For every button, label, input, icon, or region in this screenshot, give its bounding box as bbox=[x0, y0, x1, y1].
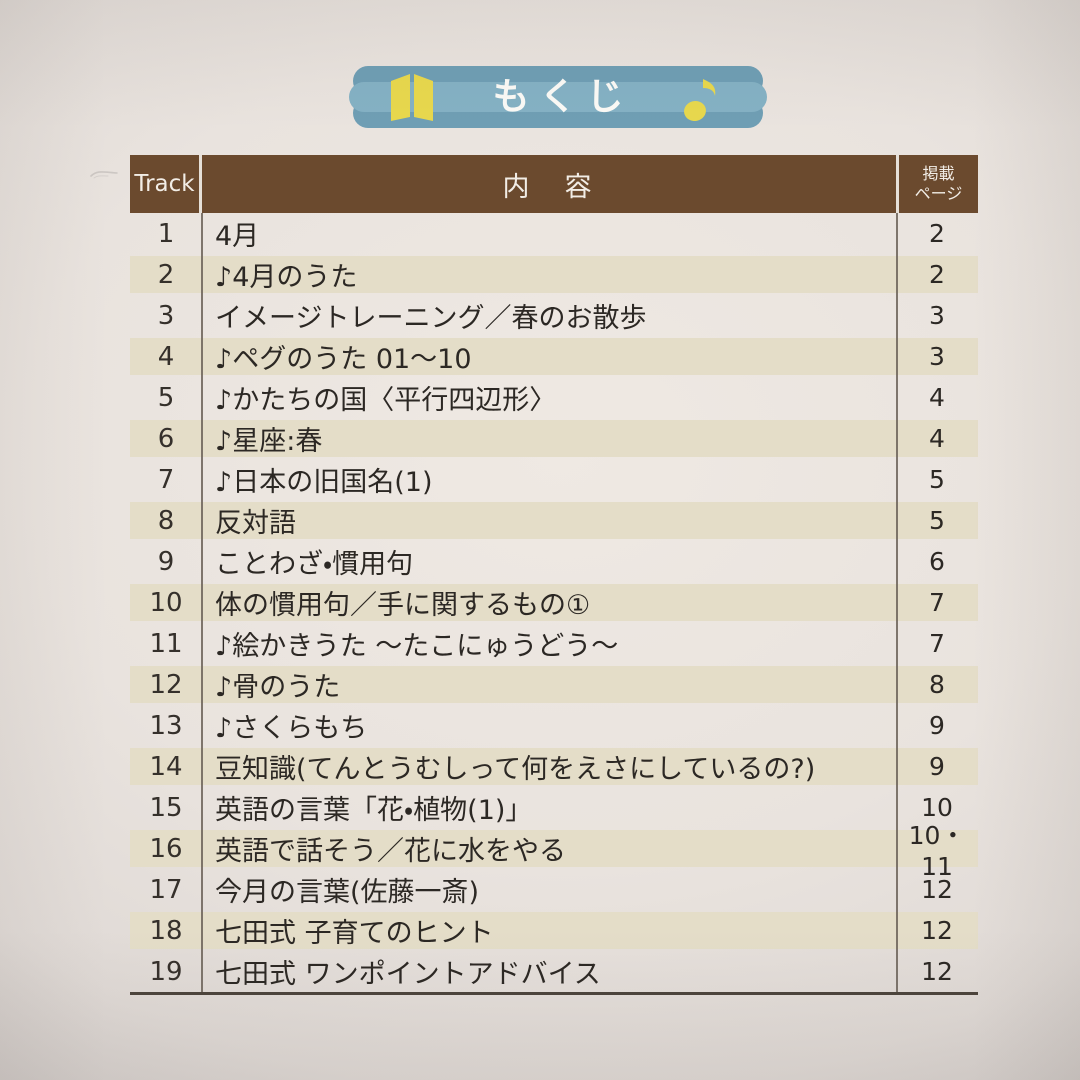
track-number: 7 bbox=[157, 464, 175, 495]
page-number: 7 bbox=[929, 629, 945, 658]
content-title: 英語で話そう／花に水をやる bbox=[215, 836, 566, 867]
content-title: 七田式 ワンポイントアドバイス bbox=[215, 959, 601, 990]
track-number: 10 bbox=[149, 587, 183, 618]
content-title: ♪星座:春 bbox=[215, 426, 323, 457]
track-number: 8 bbox=[157, 505, 175, 536]
page-number: 2 bbox=[929, 260, 945, 289]
page-number: 12 bbox=[921, 875, 953, 904]
track-number: 12 bbox=[149, 669, 183, 700]
page-number: 3 bbox=[929, 342, 945, 371]
content-title: 体の慣用句／手に関するもの① bbox=[215, 590, 591, 621]
page-number: 6 bbox=[929, 547, 945, 576]
page-number: 10 bbox=[921, 793, 953, 822]
table-row: 2 ♪4月のうた 2 bbox=[130, 254, 978, 295]
content-title: 反対語 bbox=[215, 508, 296, 539]
track-number: 6 bbox=[157, 423, 175, 454]
content-title: ♪絵かきうた ～たこにゅうどう～ bbox=[215, 631, 619, 662]
header-content: 内 容 bbox=[202, 155, 899, 213]
page-number: 9 bbox=[929, 752, 945, 781]
music-note-icon bbox=[684, 79, 716, 122]
track-number: 19 bbox=[149, 956, 183, 987]
column-divider-left bbox=[201, 213, 203, 992]
track-number: 18 bbox=[149, 915, 183, 946]
page-number: 2 bbox=[929, 219, 945, 248]
page-number: 12 bbox=[921, 916, 953, 945]
table-row: 16 英語で話そう／花に水をやる 10・11 bbox=[130, 821, 978, 881]
header-page-line2: ページ bbox=[914, 184, 963, 203]
table-row: 4 ♪ペグのうた 01～10 3 bbox=[130, 336, 978, 377]
track-number: 16 bbox=[149, 833, 183, 864]
table-row: 14 豆知識(てんとうむしって何をえさにしているの?) 9 bbox=[130, 746, 978, 787]
table-row: 3 イメージトレーニング／春のお散歩 3 bbox=[130, 295, 978, 336]
table-row: 5 ♪かたちの国〈平行四辺形〉 4 bbox=[130, 377, 978, 418]
page-number: 4 bbox=[929, 424, 945, 453]
content-title: イメージトレーニング／春のお散歩 bbox=[215, 303, 647, 334]
toc-banner: もくじ bbox=[349, 66, 767, 128]
track-number: 3 bbox=[157, 300, 175, 331]
track-number: 15 bbox=[149, 792, 183, 823]
header-page: 掲載 ページ bbox=[899, 155, 978, 213]
table-header-row: Track 内 容 掲載 ページ bbox=[130, 155, 978, 213]
track-number: 17 bbox=[149, 874, 183, 905]
page-number: 5 bbox=[929, 465, 945, 494]
table-row: 12 ♪骨のうた 8 bbox=[130, 664, 978, 705]
table-row: 19 七田式 ワンポイントアドバイス 12 bbox=[130, 951, 978, 992]
page-number: 9 bbox=[929, 711, 945, 740]
column-divider-right bbox=[896, 213, 898, 992]
content-title: 4月 bbox=[215, 221, 260, 252]
track-number: 9 bbox=[157, 546, 175, 577]
page-number: 3 bbox=[929, 301, 945, 330]
table-row: 9 ことわざ・慣用句 6 bbox=[130, 541, 978, 582]
content-title: 今月の言葉(佐藤一斎) bbox=[215, 877, 480, 908]
table-row: 10 体の慣用句／手に関するもの① 7 bbox=[130, 582, 978, 623]
header-page-line1: 掲載 bbox=[922, 164, 955, 183]
page-number: 5 bbox=[929, 506, 945, 535]
track-number: 14 bbox=[149, 751, 183, 782]
table-row: 13 ♪さくらもち 9 bbox=[130, 705, 978, 746]
table-row: 6 ♪星座:春 4 bbox=[130, 418, 978, 459]
content-title: 七田式 子育てのヒント bbox=[215, 918, 494, 949]
content-title: ♪4月のうた bbox=[215, 262, 358, 293]
track-number: 4 bbox=[157, 341, 175, 372]
table-row: 7 ♪日本の旧国名(1) 5 bbox=[130, 459, 978, 500]
track-number: 13 bbox=[149, 710, 183, 741]
table-row: 1 4月 2 bbox=[130, 213, 978, 254]
page-number: 4 bbox=[929, 383, 945, 412]
open-book-icon bbox=[391, 74, 433, 121]
page-number: 12 bbox=[921, 957, 953, 986]
table-row: 15 英語の言葉「花・植物(1)」 10 bbox=[130, 787, 978, 828]
content-title: ことわざ・慣用句 bbox=[215, 549, 414, 580]
content-title: ♪さくらもち bbox=[215, 713, 368, 744]
page-number: 8 bbox=[929, 670, 945, 699]
content-title: ♪かたちの国〈平行四辺形〉 bbox=[215, 385, 557, 416]
banner-title: もくじ bbox=[492, 75, 634, 118]
page-number: 10・11 bbox=[908, 821, 966, 881]
header-track: Track bbox=[130, 155, 202, 213]
table-row: 17 今月の言葉(佐藤一斎) 12 bbox=[130, 869, 978, 910]
content-title: 豆知識(てんとうむしって何をえさにしているの?) bbox=[215, 754, 816, 785]
content-title: ♪日本の旧国名(1) bbox=[215, 467, 433, 498]
page-number: 7 bbox=[929, 588, 945, 617]
content-title: ♪ペグのうた 01～10 bbox=[215, 344, 472, 375]
content-title: ♪骨のうた bbox=[215, 672, 341, 703]
content-title: 英語の言葉「花・植物(1)」 bbox=[215, 795, 533, 826]
track-number: 5 bbox=[157, 382, 175, 413]
table-row: 11 ♪絵かきうた ～たこにゅうどう～ 7 bbox=[130, 623, 978, 664]
pencil-mark bbox=[90, 171, 118, 179]
track-number: 11 bbox=[149, 628, 183, 659]
toc-table: Track 内 容 掲載 ページ 1 4月 2 2 ♪4月のうた 2 3 イメー… bbox=[130, 155, 978, 995]
track-number: 2 bbox=[157, 259, 175, 290]
table-body: 1 4月 2 2 ♪4月のうた 2 3 イメージトレーニング／春のお散歩 3 4… bbox=[130, 213, 978, 995]
table-row: 18 七田式 子育てのヒント 12 bbox=[130, 910, 978, 951]
track-number: 1 bbox=[157, 218, 175, 249]
table-row: 8 反対語 5 bbox=[130, 500, 978, 541]
